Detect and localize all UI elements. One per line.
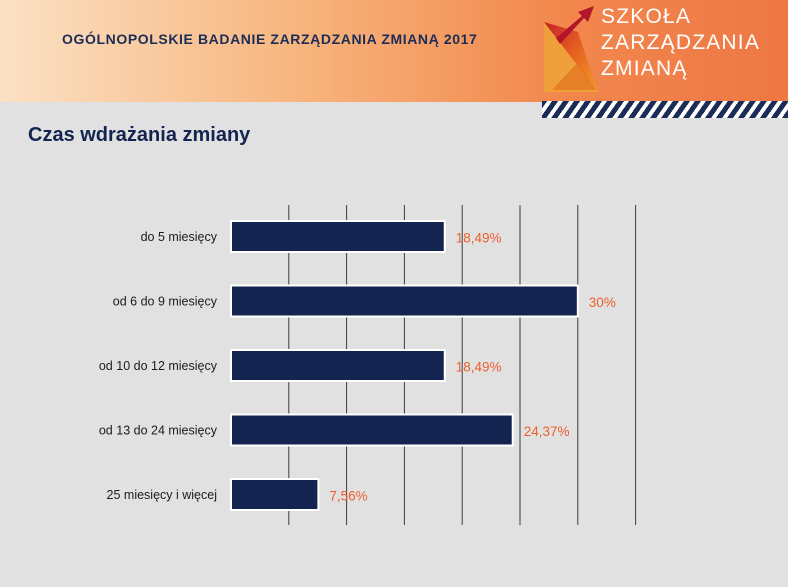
category-label: od 10 do 12 miesięcy: [99, 359, 218, 373]
category-label: od 6 do 9 miesięcy: [113, 295, 218, 309]
decorative-stripes: [542, 101, 788, 118]
logo-icon: [544, 6, 598, 92]
category-label: od 13 do 24 miesięcy: [99, 424, 218, 438]
grid-lines: [288, 205, 637, 525]
bar: [230, 478, 320, 511]
bar: [230, 220, 446, 253]
labels: do 5 miesięcy 18,49% od 6 do 9 miesięcy 30%…: [99, 230, 616, 504]
logo-text-line-1: SZKOŁA: [601, 5, 692, 28]
category-label: 25 miesięcy i więcej: [107, 488, 217, 502]
bar: [230, 413, 514, 447]
data-label: 18,49%: [456, 231, 502, 246]
survey-title: OGÓLNOPOLSKIE BADANIE ZARZĄDZANIA ZMIANĄ…: [62, 31, 478, 47]
data-label: 24,37%: [524, 424, 570, 439]
header-banner: OGÓLNOPOLSKIE BADANIE ZARZĄDZANIA ZMIANĄ…: [0, 0, 788, 102]
category-label: do 5 miesięcy: [141, 230, 218, 244]
data-label: 30%: [589, 295, 616, 310]
logo-text-line-2: ZARZĄDZANIA: [601, 31, 761, 54]
bars: [230, 220, 579, 511]
data-label: 18,49%: [456, 360, 502, 375]
bar: [230, 284, 579, 318]
logo-text-line-3: ZMIANĄ: [601, 57, 688, 80]
bar: [230, 349, 446, 382]
chart-title: Czas wdrażania zmiany: [28, 124, 251, 146]
data-label: 7,56%: [329, 489, 367, 504]
